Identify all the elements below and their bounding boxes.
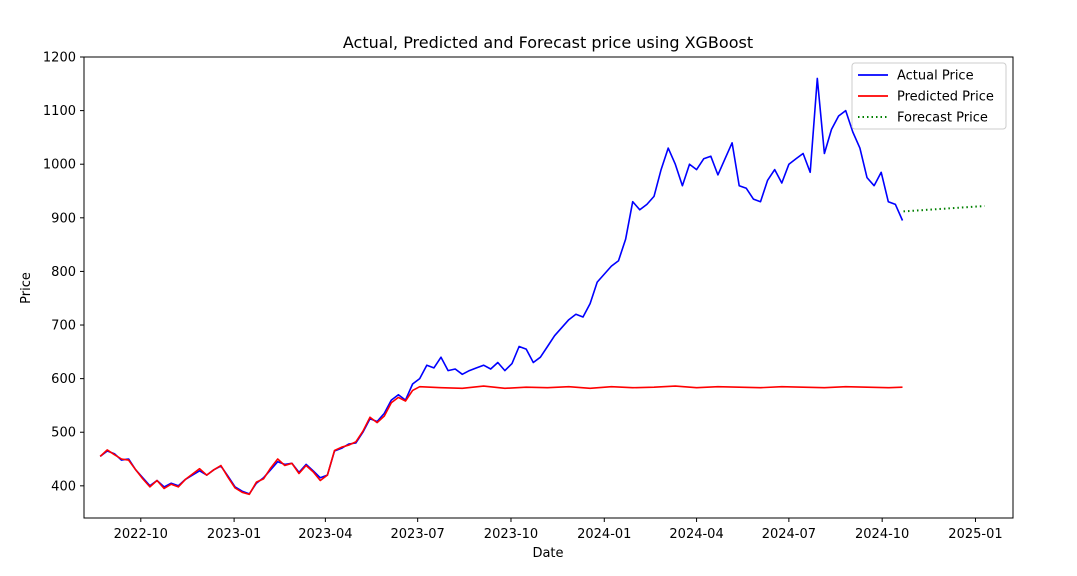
x-tick-label: 2023-01 xyxy=(207,527,261,542)
y-tick-label: 500 xyxy=(51,426,76,441)
x-tick-label: 2023-10 xyxy=(484,527,538,542)
legend-label-predicted-price: Predicted Price xyxy=(897,90,994,105)
x-tick-label: 2024-01 xyxy=(577,527,631,542)
x-tick-label: 2024-10 xyxy=(855,527,909,542)
y-tick-label: 1100 xyxy=(43,104,76,119)
series-line-predicted-price xyxy=(99,385,903,496)
y-tick-label: 400 xyxy=(51,479,76,494)
y-tick-label: 800 xyxy=(51,265,76,280)
legend-label-forecast-price: Forecast Price xyxy=(897,111,988,126)
series-line-forecast-price xyxy=(903,205,985,213)
series-layer xyxy=(99,77,985,496)
y-tick-label: 700 xyxy=(51,319,76,334)
legend: Actual Price Predicted Price Forecast Pric… xyxy=(851,62,1007,130)
legend-label-actual-price: Actual Price xyxy=(897,69,974,84)
y-tick-label: 900 xyxy=(51,211,76,226)
chart-title: Actual, Predicted and Forecast price usi… xyxy=(343,33,753,52)
plot-area: 2022-10 2023-01 2023-04 2023-07 2023-10 2024-… xyxy=(43,51,1014,542)
x-axis: 2022-10 2023-01 2023-04 2023-07 2023-10 2024-… xyxy=(114,518,1003,542)
y-tick-label: 600 xyxy=(51,372,76,387)
x-tick-label: 2025-01 xyxy=(948,527,1002,542)
y-tick-label: 1200 xyxy=(43,51,76,66)
x-tick-label: 2024-07 xyxy=(762,527,816,542)
x-axis-title: Date xyxy=(532,546,563,561)
x-tick-label: 2022-10 xyxy=(114,527,168,542)
x-tick-label: 2023-07 xyxy=(391,527,445,542)
x-tick-label: 2024-04 xyxy=(669,527,723,542)
x-tick-label: 2023-04 xyxy=(298,527,352,542)
y-axis: 400 500 600 700 800 900 1000 1100 1200 xyxy=(43,51,84,494)
y-tick-label: 1000 xyxy=(43,158,76,173)
y-axis-title: Price xyxy=(19,272,34,304)
legend-box xyxy=(851,62,1007,130)
plot-frame xyxy=(83,56,1014,519)
